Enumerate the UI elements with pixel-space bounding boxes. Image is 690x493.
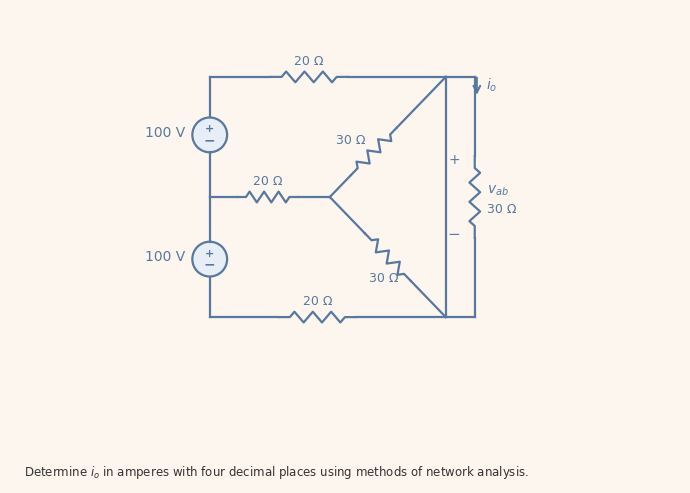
Circle shape <box>193 117 227 152</box>
Circle shape <box>193 242 227 277</box>
Text: +: + <box>205 248 215 258</box>
Text: 30 Ω: 30 Ω <box>487 203 517 216</box>
Text: 100 V: 100 V <box>145 126 185 140</box>
Text: $v_{ab}$: $v_{ab}$ <box>487 183 509 198</box>
Text: +: + <box>448 153 460 167</box>
Text: −: − <box>204 134 215 147</box>
Text: Determine $i_o$ in amperes with four decimal places using methods of network ana: Determine $i_o$ in amperes with four dec… <box>24 464 529 481</box>
Text: 20 Ω: 20 Ω <box>303 295 332 308</box>
Text: 20 Ω: 20 Ω <box>295 55 324 68</box>
Text: 100 V: 100 V <box>145 250 185 264</box>
Text: 30 Ω: 30 Ω <box>369 272 398 284</box>
Text: +: + <box>205 124 215 134</box>
Text: 30 Ω: 30 Ω <box>336 134 366 147</box>
Text: $i_o$: $i_o$ <box>486 76 497 94</box>
Text: −: − <box>448 227 460 242</box>
Text: 20 Ω: 20 Ω <box>253 175 282 188</box>
Text: −: − <box>204 258 215 272</box>
